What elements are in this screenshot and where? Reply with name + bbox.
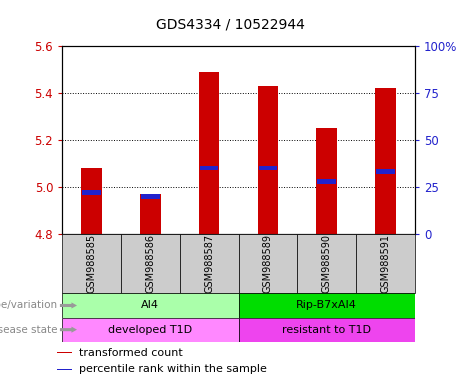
Bar	[199, 71, 219, 234]
Bar	[259, 166, 277, 170]
Bar	[57, 352, 71, 353]
Bar	[180, 234, 239, 293]
Bar	[62, 318, 239, 342]
Bar	[81, 168, 102, 234]
Bar	[239, 318, 415, 342]
Bar	[356, 234, 415, 293]
Text: GSM988585: GSM988585	[87, 234, 97, 293]
Bar	[140, 194, 161, 234]
Text: resistant to T1D: resistant to T1D	[282, 324, 371, 335]
Text: GSM988591: GSM988591	[380, 234, 390, 293]
Text: GDS4334 / 10522944: GDS4334 / 10522944	[156, 18, 305, 32]
Text: GSM988590: GSM988590	[322, 234, 332, 293]
Bar	[375, 88, 396, 234]
Bar	[297, 234, 356, 293]
Bar	[239, 293, 415, 318]
Bar	[121, 234, 180, 293]
Bar	[200, 166, 219, 170]
Text: GSM988586: GSM988586	[145, 234, 155, 293]
Text: disease state: disease state	[0, 324, 58, 335]
Text: developed T1D: developed T1D	[108, 324, 192, 335]
Text: GSM988589: GSM988589	[263, 234, 273, 293]
Text: percentile rank within the sample: percentile rank within the sample	[79, 364, 267, 374]
Bar	[376, 169, 395, 174]
Bar	[83, 190, 101, 195]
Bar	[141, 194, 160, 199]
Text: Rip-B7xAI4: Rip-B7xAI4	[296, 300, 357, 311]
Bar	[62, 234, 121, 293]
Bar	[62, 293, 239, 318]
Text: genotype/variation: genotype/variation	[0, 300, 58, 311]
Text: GSM988587: GSM988587	[204, 234, 214, 293]
Text: transformed count: transformed count	[79, 348, 183, 358]
Bar	[239, 234, 297, 293]
Bar	[316, 128, 337, 234]
Text: AI4: AI4	[142, 300, 160, 311]
Bar	[57, 369, 71, 370]
Bar	[318, 179, 336, 184]
Bar	[258, 86, 278, 234]
